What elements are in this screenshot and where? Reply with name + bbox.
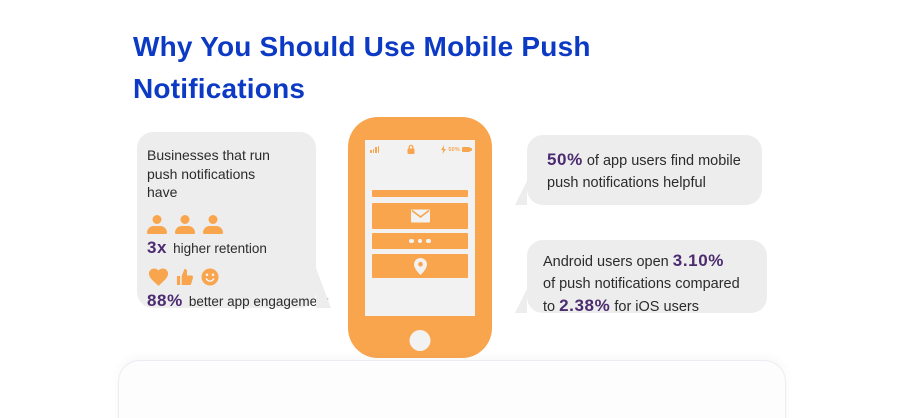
page-title: Why You Should Use Mobile Push Notificat… — [133, 26, 753, 110]
smiley-icon — [201, 268, 219, 285]
notification-list — [372, 190, 468, 278]
ios-open-rate-value: 2.38% — [559, 296, 611, 315]
engagement-label: better app engagement — [188, 293, 329, 309]
stat-line: Android users open 3.10% — [543, 250, 767, 273]
people-icons-row — [147, 214, 306, 234]
bolt-icon — [441, 145, 447, 154]
location-pin-icon — [413, 257, 427, 275]
notification-bar-location — [372, 254, 468, 278]
battery-icon — [461, 147, 472, 152]
engagement-stat: 88% better app engagement — [147, 290, 328, 311]
android-open-rate-value: 3.10% — [672, 251, 724, 270]
status-right-group: 50% — [441, 145, 472, 154]
bubble-tail — [515, 181, 527, 205]
thumbs-up-icon — [176, 268, 194, 286]
retention-label: higher retention — [173, 240, 267, 256]
lock-icon — [407, 144, 415, 154]
bubble-tail — [515, 289, 527, 313]
app-users-stat-bubble: 50% of app users find mobile push notifi… — [515, 135, 762, 205]
stat-line: of push notifications compared — [543, 276, 740, 292]
phone-status-bar: 50% — [370, 144, 472, 155]
heart-icon — [148, 268, 169, 286]
phone-illustration: 50% — [348, 117, 492, 358]
mail-icon — [410, 209, 430, 223]
page-title-line2: Notifications — [133, 73, 306, 104]
retention-stat: 3x higher retention — [147, 238, 306, 258]
stat-line: to 2.38% for iOS users — [543, 295, 767, 318]
page-title-line1: Why You Should Use Mobile Push — [133, 31, 591, 62]
phone-screen: 50% — [365, 140, 475, 316]
app-users-value: 50% — [547, 150, 583, 169]
business-stats-bubble: Businesses that run push notifications h… — [137, 132, 331, 311]
android-text-prefix: Android users open — [543, 254, 669, 270]
engagement-value: 88% — [147, 290, 183, 310]
open-rate-stat-bubble: Android users open 3.10% of push notific… — [515, 240, 767, 315]
stat-line: 50% of app users find mobile — [547, 149, 762, 172]
signal-icon — [370, 146, 380, 153]
bottom-card-edge — [118, 360, 786, 418]
bubble-intro-text: Businesses that run push notifications h… — [147, 147, 270, 200]
app-users-text: of app users find mobile — [586, 153, 741, 169]
person-icon — [175, 215, 195, 234]
notification-bar — [372, 190, 468, 197]
notification-bar-dots — [372, 233, 468, 249]
bubble-tail — [316, 268, 331, 308]
stat-line: push notifications helpful — [547, 175, 706, 191]
home-button — [409, 330, 431, 351]
ios-text-prefix: to — [543, 299, 556, 315]
ellipsis-icon — [409, 238, 431, 244]
battery-percent-label: 50% — [448, 146, 460, 153]
notification-bar-mail — [372, 203, 468, 229]
engagement-icons-row — [147, 267, 306, 287]
ios-text-suffix: for iOS users — [614, 299, 699, 315]
retention-value: 3x — [147, 237, 168, 257]
person-icon — [203, 215, 223, 234]
person-icon — [147, 215, 167, 234]
